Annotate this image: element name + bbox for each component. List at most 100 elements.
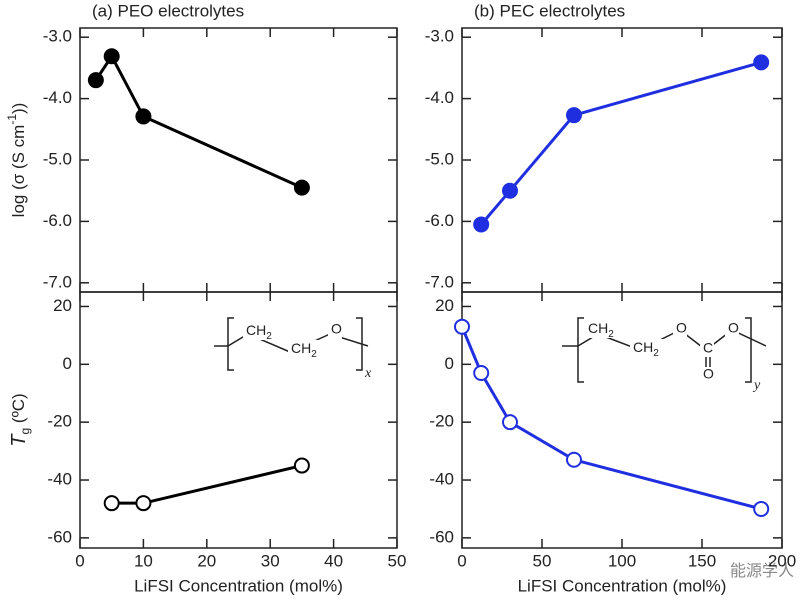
y-tick-label: -60 [429, 527, 454, 546]
data-point [87, 72, 104, 89]
x-tick-label: 40 [324, 551, 343, 570]
watermark: 能源学人 [730, 562, 794, 580]
x-tick-label: 50 [388, 551, 407, 570]
index: y [752, 378, 761, 393]
bracket [745, 317, 752, 383]
y-tick-label: 20 [53, 296, 72, 315]
data-point [135, 108, 152, 125]
label-part: log (σ (S cm [9, 125, 28, 218]
label-bg [700, 341, 714, 357]
y-tick-label: 0 [63, 354, 72, 373]
y-tick-label: -5.0 [43, 149, 72, 168]
label-bg [700, 367, 714, 383]
label-bg [585, 320, 617, 338]
y-tick-label: -5.0 [425, 149, 454, 168]
y-tick-label: -7.0 [425, 272, 454, 291]
atom: CH [633, 339, 653, 355]
atom: CH2 [588, 320, 614, 340]
x-tick-label: 20 [197, 551, 216, 570]
label-part: g [18, 428, 32, 435]
atom: CH [588, 320, 608, 336]
data-point [502, 414, 518, 431]
frame [79, 291, 398, 549]
y-axis-label: log (σ (S cm-1)) [5, 103, 28, 218]
y-tick-label: -4.0 [425, 88, 454, 107]
frame [461, 291, 783, 549]
panel: -3.0 -4.0 -5.0 -6.0 -7.0 (a) PEO electrolytes… [5, 1, 398, 293]
data-point [566, 451, 582, 468]
y-tick-label: -40 [47, 470, 72, 489]
data-point [566, 107, 582, 124]
frame [461, 27, 783, 293]
subscript: 2 [311, 349, 317, 360]
data-point [502, 182, 518, 199]
series-line [94, 53, 303, 189]
pec-labels: CH2 CH2 O C O O y [585, 320, 761, 393]
atom: CH2 [246, 322, 272, 342]
label-bg [328, 322, 342, 340]
label-bg [243, 322, 277, 340]
y-tick-label: -4.0 [43, 88, 72, 107]
data-point [454, 318, 470, 335]
data-point [103, 495, 120, 512]
x-axis-label: LiFSI Concentration (mol%) [134, 576, 343, 595]
x-tick-label: 0 [457, 551, 466, 570]
label-bg [630, 339, 664, 357]
subscript: 2 [266, 331, 272, 342]
data-point [473, 216, 490, 233]
x-tick-label: 50 [533, 551, 552, 570]
label-bg [673, 320, 687, 338]
data-point [293, 457, 310, 474]
y-axis-label: Tg (ºC) [8, 393, 32, 446]
atom: CH [246, 322, 266, 338]
x-tick-label: 150 [688, 551, 716, 570]
label-part: -1 [5, 114, 19, 125]
atom: CH [291, 340, 311, 356]
data-point [473, 364, 490, 381]
y-tick-label: -20 [429, 412, 454, 431]
peo-labels: CH2 CH2 O x [243, 321, 372, 381]
data-point [753, 54, 770, 71]
panel-title: (a) PEO electrolytes [92, 1, 244, 20]
y-tick-label: -6.0 [43, 211, 72, 230]
atom: O [676, 320, 687, 336]
label-part: )) [9, 103, 28, 114]
x-tick-label: 10 [134, 551, 153, 570]
label-part: T [8, 433, 30, 447]
data-point [103, 48, 120, 65]
x-tick-label: 30 [261, 551, 280, 570]
bracket [356, 317, 363, 371]
data-point [753, 500, 770, 517]
label-part: (ºC) [9, 393, 28, 428]
subscript: 2 [608, 329, 614, 340]
y-tick-label: -3.0 [43, 27, 72, 46]
atom: O [331, 321, 342, 337]
subscript: 2 [653, 348, 659, 359]
bracket [577, 317, 584, 383]
y-tick-label: -40 [429, 470, 454, 489]
bracket [227, 317, 234, 371]
y-tick-label: 20 [435, 296, 454, 315]
x-tick-label: 100 [608, 551, 636, 570]
y-tick-label: -3.0 [425, 27, 454, 46]
x-axis-label: LiFSI Concentration (mol%) [518, 576, 727, 595]
y-tick-label: -20 [47, 412, 72, 431]
atom: CH2 [633, 339, 659, 359]
x-tick-label: 200 [768, 551, 796, 570]
index: x [364, 366, 372, 381]
atom: O [728, 320, 739, 336]
y-tick-label: -7.0 [43, 272, 72, 291]
label-bg [288, 340, 322, 358]
data-point [135, 495, 152, 512]
data-point [293, 179, 310, 196]
panel-title: (b) PEC electrolytes [474, 1, 625, 20]
atom: O [703, 366, 714, 382]
y-tick-label: 0 [445, 354, 454, 373]
y-tick-label: -60 [47, 527, 72, 546]
series-line [480, 60, 762, 226]
atom: C [703, 340, 713, 356]
atom: CH2 [291, 340, 317, 360]
